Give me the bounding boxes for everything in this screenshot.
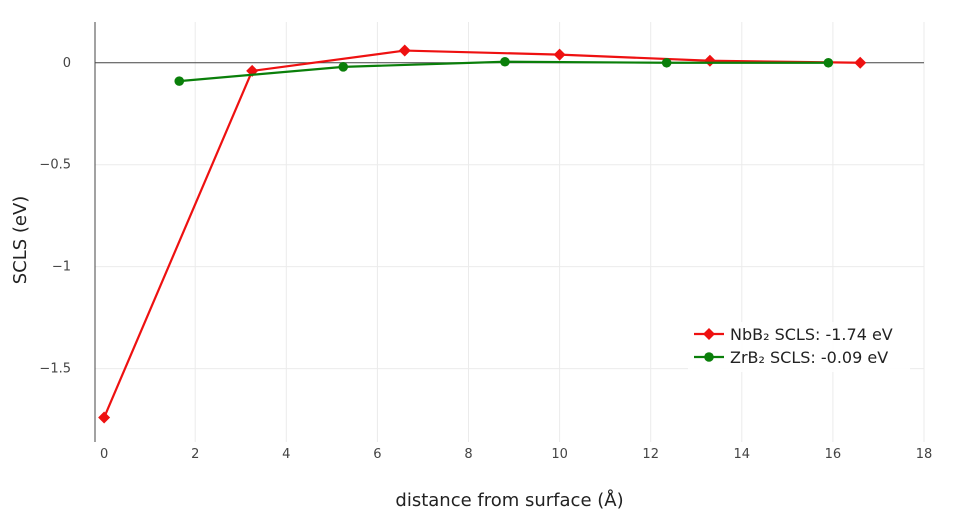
x-axis-title: distance from surface (Å)	[395, 489, 623, 511]
series-line	[103, 49, 861, 418]
x-tick-label: 8	[464, 447, 472, 462]
y-tick-label: −1	[52, 260, 71, 275]
data-point	[500, 56, 510, 67]
legend[interactable]: NbB₂ SCLS: -1.74 eV ZrB₂ SCLS: -0.09 eV	[688, 322, 910, 372]
x-tick-label: 2	[191, 447, 199, 462]
legend-label: NbB₂ SCLS: -1.74 eV	[730, 325, 893, 344]
y-tick-label: 0	[63, 56, 71, 71]
data-point	[823, 57, 834, 68]
x-tick-label: 16	[825, 447, 842, 462]
x-tick-label: 12	[642, 447, 659, 462]
y-axis-title: SCLS (eV)	[10, 196, 31, 285]
x-tick-label: 18	[916, 447, 933, 462]
legend-item: NbB₂ SCLS: -1.74 eV	[694, 325, 893, 344]
data-point	[398, 44, 411, 57]
data-point	[98, 411, 111, 424]
x-tick-label: 6	[373, 447, 381, 462]
legend-swatch-marker	[704, 352, 714, 362]
x-tick-label: 10	[551, 447, 568, 462]
x-tick-label: 0	[100, 447, 108, 462]
y-tick-label: −0.5	[39, 158, 71, 173]
legend-label: ZrB₂ SCLS: -0.09 eV	[730, 348, 888, 367]
data-point	[338, 62, 349, 72]
legend-background	[688, 322, 910, 372]
grid-lines	[95, 22, 925, 442]
data-point	[703, 54, 716, 67]
series-2	[174, 56, 834, 86]
data-point	[854, 56, 867, 69]
x-tick-label: 14	[734, 447, 751, 462]
data-point	[553, 48, 566, 61]
tick-labels: 0 2 4 6 8 10 12 14 16 18 0 −0.5 −1 −1.5	[39, 56, 932, 462]
legend-item: ZrB₂ SCLS: -0.09 eV	[694, 348, 888, 367]
data-point	[174, 76, 185, 86]
axes	[94, 22, 924, 442]
data-series	[98, 44, 867, 424]
y-tick-label: −1.5	[39, 362, 71, 377]
legend-swatch-marker	[703, 328, 715, 340]
data-point	[661, 57, 672, 68]
x-tick-label: 4	[282, 447, 290, 462]
